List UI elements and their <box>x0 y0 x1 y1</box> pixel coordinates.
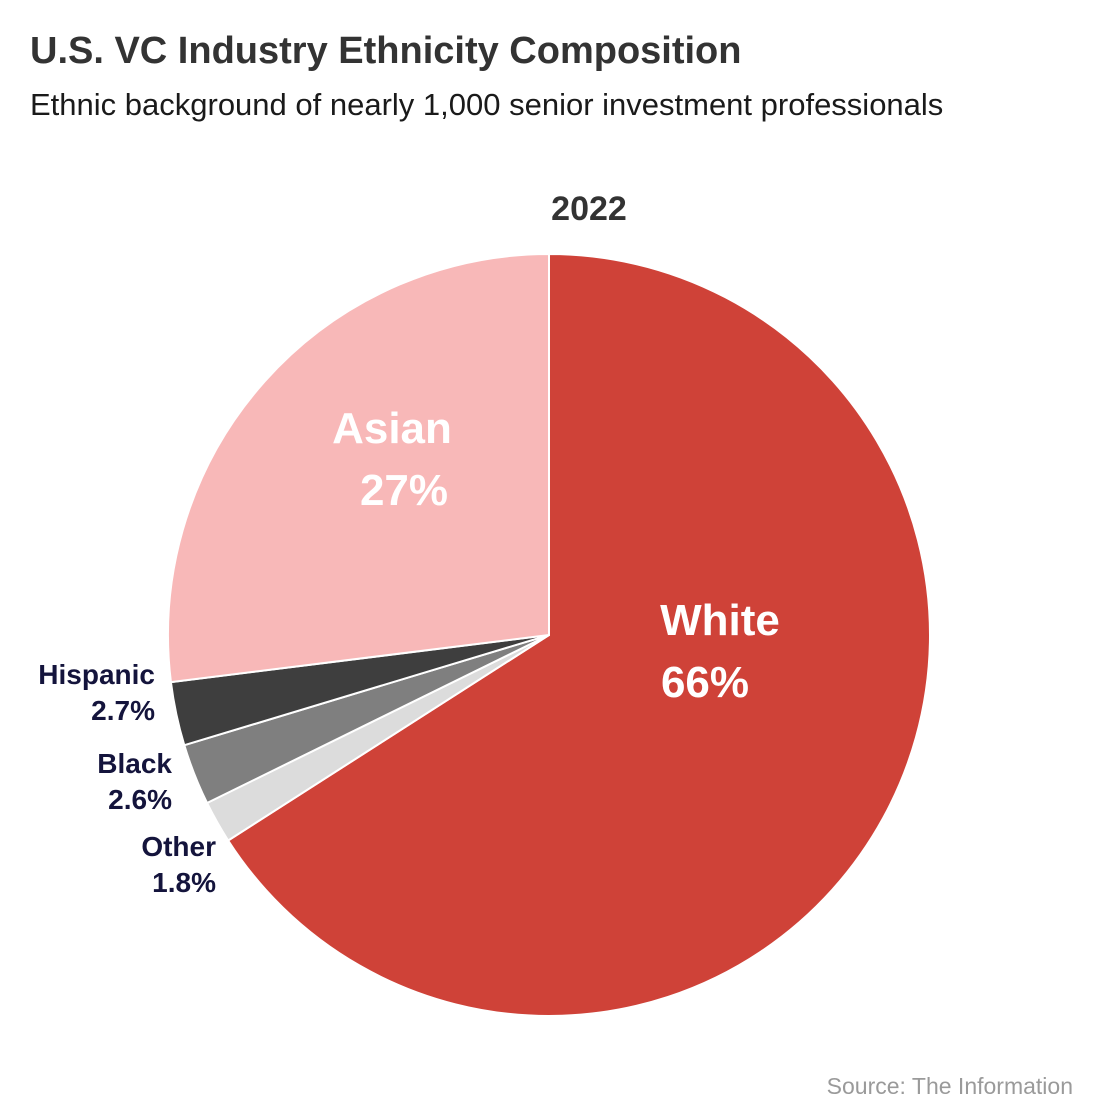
chart-subtitle: Ethnic background of nearly 1,000 senior… <box>30 87 944 122</box>
pie-slice-asian <box>166 253 550 684</box>
chart-year-label: 2022 <box>551 190 627 228</box>
slice-value-other: 1.8% <box>152 867 216 898</box>
slice-value-black: 2.6% <box>108 784 172 815</box>
slice-label-hispanic: Hispanic <box>38 659 155 690</box>
slice-value-hispanic: 2.7% <box>91 695 155 726</box>
slice-value-asian: 27% <box>360 466 448 515</box>
slice-label-black: Black <box>97 748 172 779</box>
slice-label-asian: Asian <box>332 404 452 453</box>
slice-label-other: Other <box>141 831 216 862</box>
source-note: Source: The Information <box>826 1073 1073 1099</box>
pie-slice-white <box>227 253 931 1017</box>
slice-value-white: 66% <box>661 658 749 707</box>
slice-label-white: White <box>660 596 780 645</box>
chart-title: U.S. VC Industry Ethnicity Composition <box>30 30 742 72</box>
